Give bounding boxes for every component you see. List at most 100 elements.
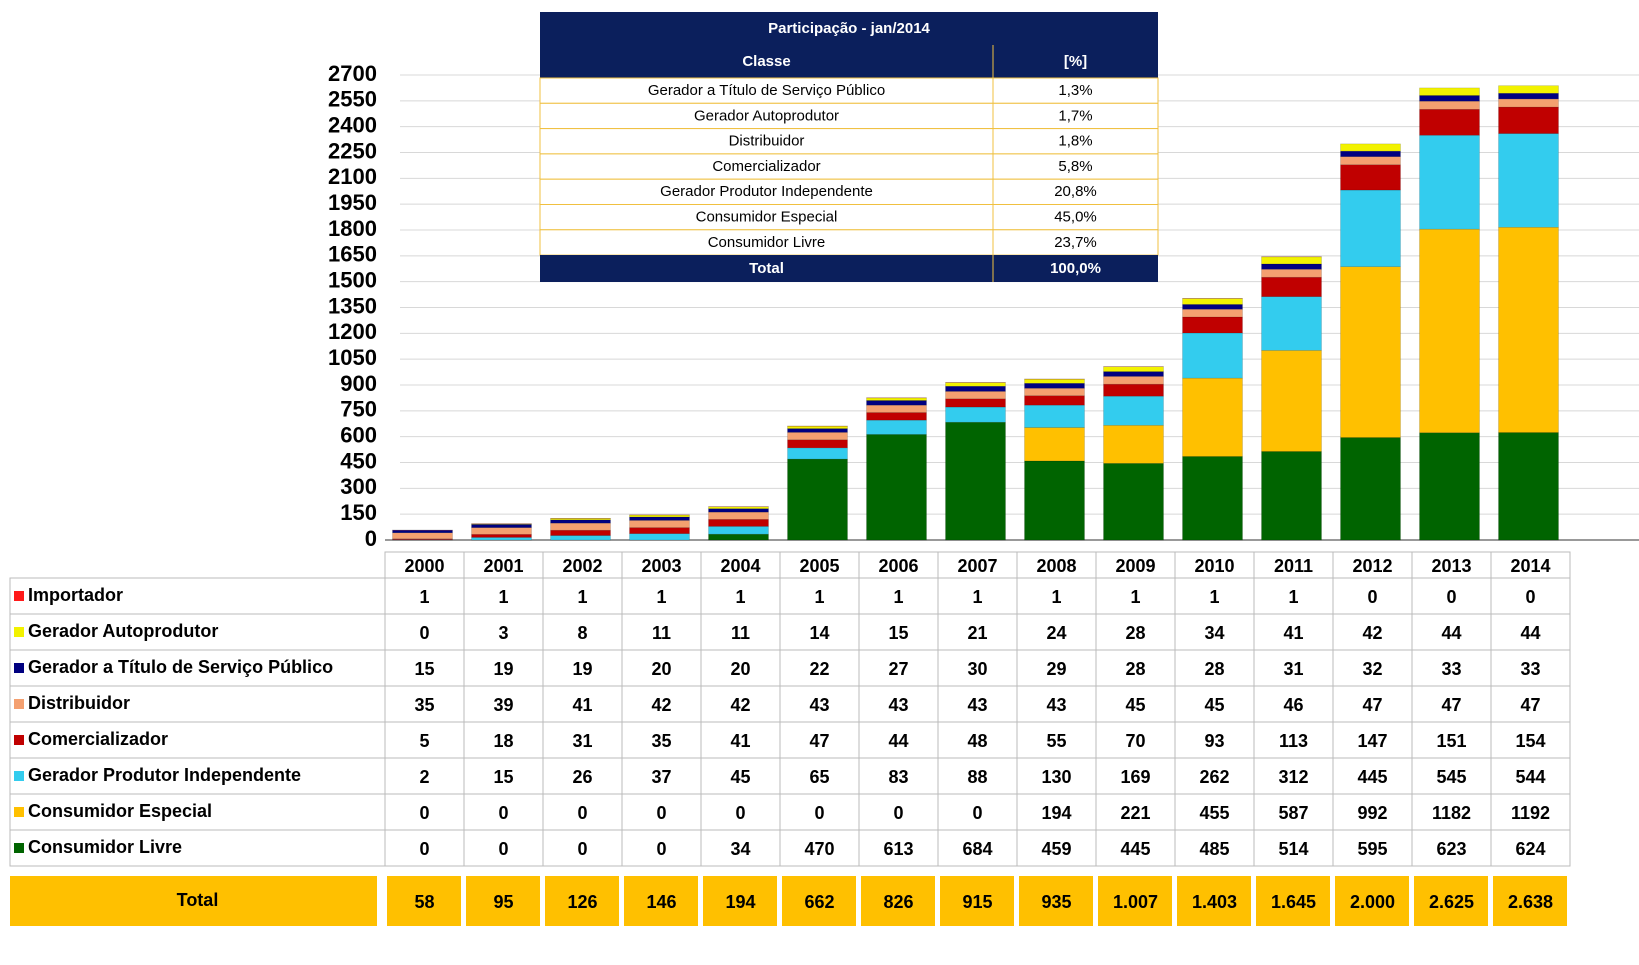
total-cell-bg	[940, 876, 1014, 926]
table-cell: 11	[652, 623, 671, 643]
table-cell: 154	[1515, 731, 1545, 751]
table-cell: 31	[572, 731, 592, 751]
bar-segment	[550, 522, 611, 531]
total-cell-bg	[1335, 876, 1409, 926]
bar-segment	[629, 520, 690, 528]
x-tick-label: 2010	[1194, 556, 1234, 576]
table-cell: 1	[1051, 587, 1061, 607]
table-cell: 1	[814, 587, 824, 607]
bar-segment	[1182, 377, 1243, 457]
total-cell-bg	[1177, 876, 1251, 926]
bar-segment	[1261, 451, 1322, 541]
bar-segment	[1103, 383, 1164, 397]
table-cell: 0	[577, 839, 587, 859]
bar-segment	[1182, 298, 1243, 305]
bar-segment	[1103, 425, 1164, 464]
bar-segment	[1419, 95, 1480, 102]
bar-segment	[1419, 109, 1480, 136]
bar-segment	[866, 400, 927, 406]
table-cell: 43	[1046, 695, 1066, 715]
bar-segment	[866, 404, 927, 413]
table-cell: 1	[972, 587, 982, 607]
inset-cell: 5,8%	[1058, 158, 1092, 175]
table-cell: 11	[731, 623, 750, 643]
table-cell: 544	[1515, 767, 1545, 787]
inset-header-bg	[540, 45, 1158, 78]
table-cell: 2	[419, 767, 429, 787]
y-tick-label: 900	[340, 371, 377, 396]
inset-cell: 1,7%	[1058, 107, 1092, 124]
bar-segment	[550, 529, 611, 536]
total-cell-bg	[1019, 876, 1093, 926]
bar-segment	[1182, 316, 1243, 334]
bar-segment	[1182, 332, 1243, 379]
y-tick-label: 450	[340, 448, 377, 473]
legend-swatch	[14, 771, 24, 781]
bar-segment	[1498, 106, 1559, 134]
total-cell: 194	[725, 892, 755, 912]
legend-label: Gerador Produtor Independente	[28, 765, 301, 785]
bar-segment	[945, 421, 1006, 541]
bar-segment	[945, 385, 1006, 392]
total-cell: 915	[962, 892, 992, 912]
table-cell: 1	[735, 587, 745, 607]
bar-segment	[1340, 266, 1401, 438]
table-cell: 19	[572, 659, 592, 679]
table-cell: 1	[1130, 587, 1140, 607]
x-tick-label: 2001	[483, 556, 523, 576]
y-tick-label: 1500	[328, 267, 377, 292]
bar-segment	[550, 535, 611, 541]
total-cell-bg	[782, 876, 856, 926]
bar-segment	[1024, 404, 1085, 428]
bar-segment	[1182, 456, 1243, 541]
bar-segment	[1024, 378, 1085, 384]
bar-segment	[1024, 427, 1085, 462]
table-cell: 70	[1125, 731, 1145, 751]
inset-header: [%]	[1064, 53, 1087, 70]
table-cell: 42	[651, 695, 671, 715]
bar-segment	[866, 412, 927, 421]
legend-label: Importador	[28, 585, 123, 605]
table-cell: 0	[1525, 587, 1535, 607]
bar-segment	[1419, 432, 1480, 541]
x-tick-label: 2008	[1036, 556, 1076, 576]
table-cell: 65	[809, 767, 829, 787]
table-cell: 42	[1362, 623, 1382, 643]
table-cell: 18	[493, 731, 513, 751]
table-cell: 28	[1204, 659, 1224, 679]
table-cell: 1182	[1432, 803, 1471, 823]
inset-row	[539, 178, 1159, 205]
table-cell: 93	[1204, 731, 1224, 751]
bar-segment	[1182, 304, 1243, 310]
total-cell: 2.625	[1429, 892, 1474, 912]
total-cell: 2.000	[1350, 892, 1395, 912]
bar-segment	[945, 382, 1006, 387]
legend-swatch	[14, 843, 24, 853]
bar-segment	[392, 532, 453, 540]
inset-cell: 1,3%	[1058, 82, 1092, 99]
bar-segment	[1261, 296, 1322, 351]
bar-segment	[1182, 308, 1243, 318]
y-tick-label: 1050	[328, 345, 377, 370]
inset-cell: Gerador a Título de Serviço Público	[648, 82, 885, 99]
x-tick-label: 2003	[641, 556, 681, 576]
table-cell: 0	[972, 803, 982, 823]
bar-segment	[629, 533, 690, 541]
y-tick-label: 1800	[328, 216, 377, 241]
total-cell: 1.007	[1113, 892, 1158, 912]
bar-segment	[1498, 85, 1559, 94]
total-cell: 2.638	[1508, 892, 1553, 912]
y-tick-label: 150	[340, 500, 377, 525]
legend-swatch	[14, 627, 24, 637]
y-tick-label: 2100	[328, 164, 377, 189]
table-cell: 35	[651, 731, 671, 751]
bar-segment	[708, 511, 769, 520]
table-cell: 5	[419, 731, 429, 751]
legend-swatch	[14, 735, 24, 745]
table-cell: 39	[493, 695, 513, 715]
inset-cell: Consumidor Especial	[696, 208, 838, 225]
table-cell: 1192	[1511, 803, 1550, 823]
table-cell: 1	[1288, 587, 1298, 607]
legend-label: Comercializador	[28, 729, 168, 749]
